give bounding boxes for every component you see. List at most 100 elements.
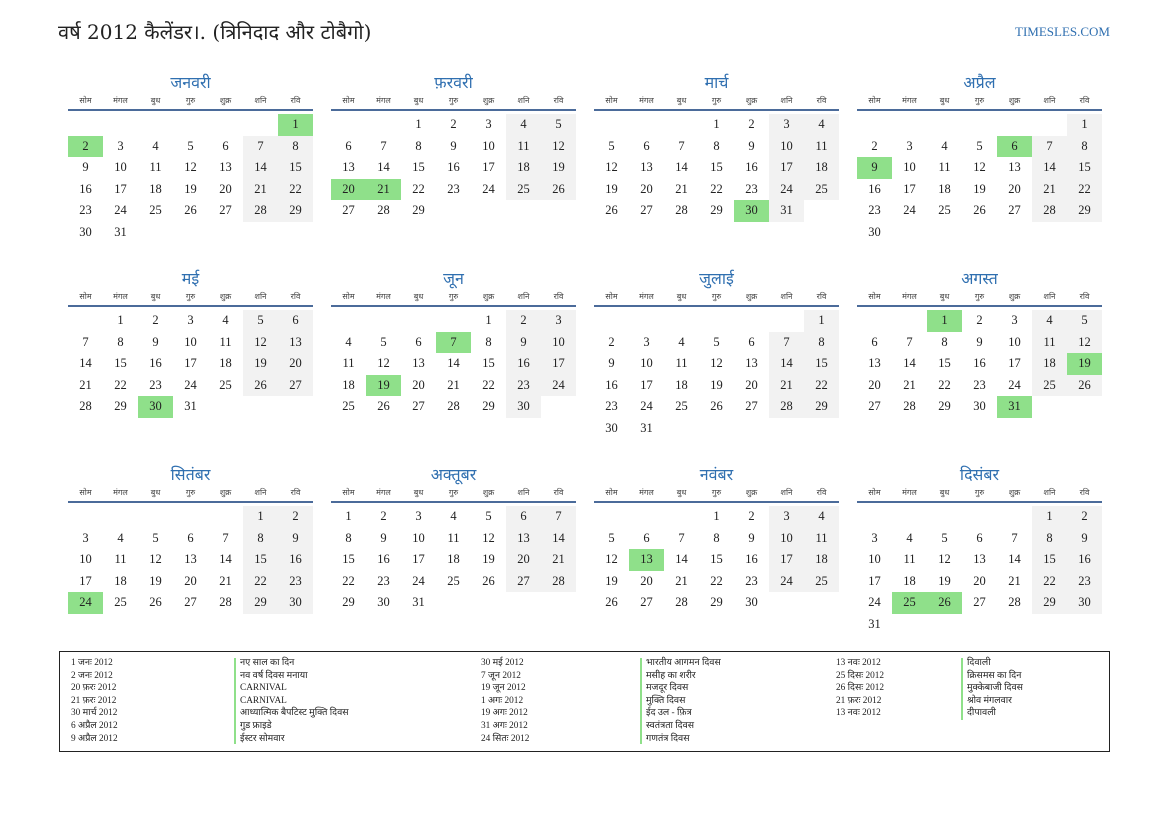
- holiday-day-cell[interactable]: 13: [629, 549, 664, 571]
- day-cell[interactable]: 26: [973, 203, 986, 218]
- day-cell[interactable]: 26: [541, 178, 576, 201]
- day-cell[interactable]: 18: [903, 573, 916, 588]
- day-cell[interactable]: 27: [868, 399, 881, 414]
- day-cell[interactable]: 22: [804, 374, 839, 397]
- day-cell[interactable]: 15: [342, 552, 355, 567]
- day-cell[interactable]: 11: [1032, 331, 1067, 354]
- day-cell[interactable]: 13: [973, 552, 986, 567]
- holiday-day-cell[interactable]: 31: [997, 396, 1032, 418]
- day-cell[interactable]: 31: [640, 420, 653, 435]
- day-cell[interactable]: 11: [149, 160, 162, 175]
- day-cell[interactable]: 13: [184, 552, 197, 567]
- day-cell[interactable]: 12: [973, 160, 986, 175]
- holiday-day-cell[interactable]: 25: [892, 592, 927, 614]
- day-cell[interactable]: 28: [1032, 200, 1067, 222]
- day-cell[interactable]: 8: [345, 530, 352, 545]
- day-cell[interactable]: 25: [804, 178, 839, 201]
- day-cell[interactable]: 15: [804, 353, 839, 375]
- day-cell[interactable]: 17: [114, 181, 127, 196]
- day-cell[interactable]: 5: [187, 138, 194, 153]
- day-cell[interactable]: 9: [748, 530, 755, 545]
- day-cell[interactable]: 13: [506, 527, 541, 550]
- day-cell[interactable]: 15: [114, 356, 127, 371]
- day-cell[interactable]: 22: [243, 570, 278, 593]
- day-cell[interactable]: 8: [713, 138, 720, 153]
- day-cell[interactable]: 18: [804, 549, 839, 571]
- day-cell[interactable]: 27: [219, 203, 232, 218]
- day-cell[interactable]: 22: [114, 377, 127, 392]
- day-cell[interactable]: 25: [149, 203, 162, 218]
- day-cell[interactable]: 28: [903, 399, 916, 414]
- day-cell[interactable]: 13: [412, 356, 425, 371]
- holiday-day-cell[interactable]: 19: [366, 374, 401, 397]
- day-cell[interactable]: 17: [868, 573, 881, 588]
- day-cell[interactable]: 28: [541, 570, 576, 593]
- day-cell[interactable]: 3: [187, 313, 194, 327]
- day-cell[interactable]: 7: [82, 334, 89, 349]
- day-cell[interactable]: 2: [1067, 506, 1102, 528]
- day-cell[interactable]: 8: [713, 530, 720, 545]
- day-cell[interactable]: 30: [973, 399, 986, 414]
- day-cell[interactable]: 29: [1067, 200, 1102, 222]
- day-cell[interactable]: 24: [412, 573, 425, 588]
- day-cell[interactable]: 24: [769, 178, 804, 201]
- day-cell[interactable]: 17: [184, 356, 197, 371]
- day-cell[interactable]: 28: [1008, 595, 1021, 610]
- day-cell[interactable]: 5: [541, 114, 576, 136]
- day-cell[interactable]: 31: [184, 399, 197, 414]
- day-cell[interactable]: 10: [903, 160, 916, 175]
- day-cell[interactable]: 4: [117, 530, 124, 545]
- day-cell[interactable]: 5: [713, 334, 720, 349]
- day-cell[interactable]: 10: [412, 530, 425, 545]
- day-cell[interactable]: 11: [447, 530, 460, 545]
- day-cell[interactable]: 9: [450, 138, 457, 153]
- day-cell[interactable]: 22: [1067, 178, 1102, 201]
- day-cell[interactable]: 27: [184, 595, 197, 610]
- day-cell[interactable]: 11: [938, 160, 951, 175]
- day-cell[interactable]: 15: [710, 552, 723, 567]
- day-cell[interactable]: 16: [79, 181, 92, 196]
- day-cell[interactable]: 7: [541, 506, 576, 528]
- day-cell[interactable]: 18: [938, 181, 951, 196]
- day-cell[interactable]: 26: [184, 203, 197, 218]
- day-cell[interactable]: 24: [114, 203, 127, 218]
- day-cell[interactable]: 12: [149, 552, 162, 567]
- day-cell[interactable]: 21: [675, 573, 688, 588]
- day-cell[interactable]: 6: [976, 530, 983, 545]
- day-cell[interactable]: 19: [243, 353, 278, 375]
- day-cell[interactable]: 1: [243, 506, 278, 528]
- day-cell[interactable]: 3: [906, 138, 913, 153]
- day-cell[interactable]: 6: [506, 506, 541, 528]
- day-cell[interactable]: 9: [82, 160, 89, 175]
- day-cell[interactable]: 10: [1008, 334, 1021, 349]
- day-cell[interactable]: 14: [541, 527, 576, 550]
- day-cell[interactable]: 7: [222, 530, 229, 545]
- day-cell[interactable]: 2: [152, 313, 159, 327]
- day-cell[interactable]: 22: [1032, 570, 1067, 593]
- day-cell[interactable]: 5: [380, 334, 387, 349]
- day-cell[interactable]: 30: [79, 224, 92, 239]
- day-cell[interactable]: 8: [278, 135, 313, 158]
- day-cell[interactable]: 28: [675, 203, 688, 218]
- day-cell[interactable]: 26: [710, 399, 723, 414]
- day-cell[interactable]: 3: [871, 530, 878, 545]
- day-cell[interactable]: 23: [973, 377, 986, 392]
- day-cell[interactable]: 12: [710, 356, 723, 371]
- day-cell[interactable]: 3: [643, 334, 650, 349]
- day-cell[interactable]: 13: [868, 356, 881, 371]
- day-cell[interactable]: 11: [675, 356, 688, 371]
- day-cell[interactable]: 22: [710, 573, 723, 588]
- day-cell[interactable]: 11: [219, 334, 232, 349]
- day-cell[interactable]: 18: [149, 181, 162, 196]
- day-cell[interactable]: 19: [710, 377, 723, 392]
- day-cell[interactable]: 2: [748, 509, 755, 523]
- day-cell[interactable]: 1: [117, 313, 124, 327]
- day-cell[interactable]: 19: [482, 552, 495, 567]
- day-cell[interactable]: 16: [278, 549, 313, 571]
- day-cell[interactable]: 21: [1008, 573, 1021, 588]
- day-cell[interactable]: 16: [868, 181, 881, 196]
- day-cell[interactable]: 26: [605, 595, 618, 610]
- day-cell[interactable]: 18: [219, 356, 232, 371]
- day-cell[interactable]: 1: [713, 117, 720, 131]
- day-cell[interactable]: 2: [278, 506, 313, 528]
